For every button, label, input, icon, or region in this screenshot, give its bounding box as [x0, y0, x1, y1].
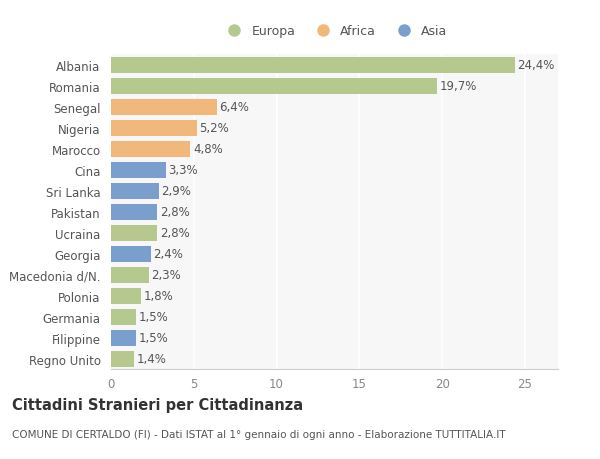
Text: 24,4%: 24,4% [517, 59, 555, 72]
Bar [111, 204, 157, 220]
Bar [111, 288, 141, 304]
Bar [111, 100, 217, 115]
Text: 2,8%: 2,8% [160, 227, 190, 240]
Bar [111, 121, 197, 136]
Text: COMUNE DI CERTALDO (FI) - Dati ISTAT al 1° gennaio di ogni anno - Elaborazione T: COMUNE DI CERTALDO (FI) - Dati ISTAT al … [12, 429, 506, 439]
Text: 19,7%: 19,7% [440, 80, 477, 93]
Text: 5,2%: 5,2% [200, 122, 229, 135]
Bar [111, 162, 166, 178]
Text: 2,4%: 2,4% [153, 248, 183, 261]
Bar [111, 225, 157, 241]
Text: 2,8%: 2,8% [160, 206, 190, 219]
Text: 1,8%: 1,8% [143, 290, 173, 302]
Bar [111, 184, 159, 199]
Bar [111, 309, 136, 325]
Text: 1,5%: 1,5% [139, 331, 168, 345]
Bar [111, 246, 151, 262]
Text: 2,9%: 2,9% [161, 185, 191, 198]
Bar [111, 58, 515, 73]
Text: 6,4%: 6,4% [220, 101, 250, 114]
Bar [111, 141, 190, 157]
Legend: Europa, Africa, Asia: Europa, Africa, Asia [217, 21, 452, 44]
Text: 2,3%: 2,3% [152, 269, 181, 282]
Text: 4,8%: 4,8% [193, 143, 223, 156]
Bar [111, 267, 149, 283]
Bar [111, 330, 136, 346]
Text: 1,5%: 1,5% [139, 311, 168, 324]
Text: 3,3%: 3,3% [168, 164, 198, 177]
Text: Cittadini Stranieri per Cittadinanza: Cittadini Stranieri per Cittadinanza [12, 397, 303, 412]
Bar [111, 351, 134, 367]
Text: 1,4%: 1,4% [137, 353, 167, 365]
Bar [111, 78, 437, 95]
